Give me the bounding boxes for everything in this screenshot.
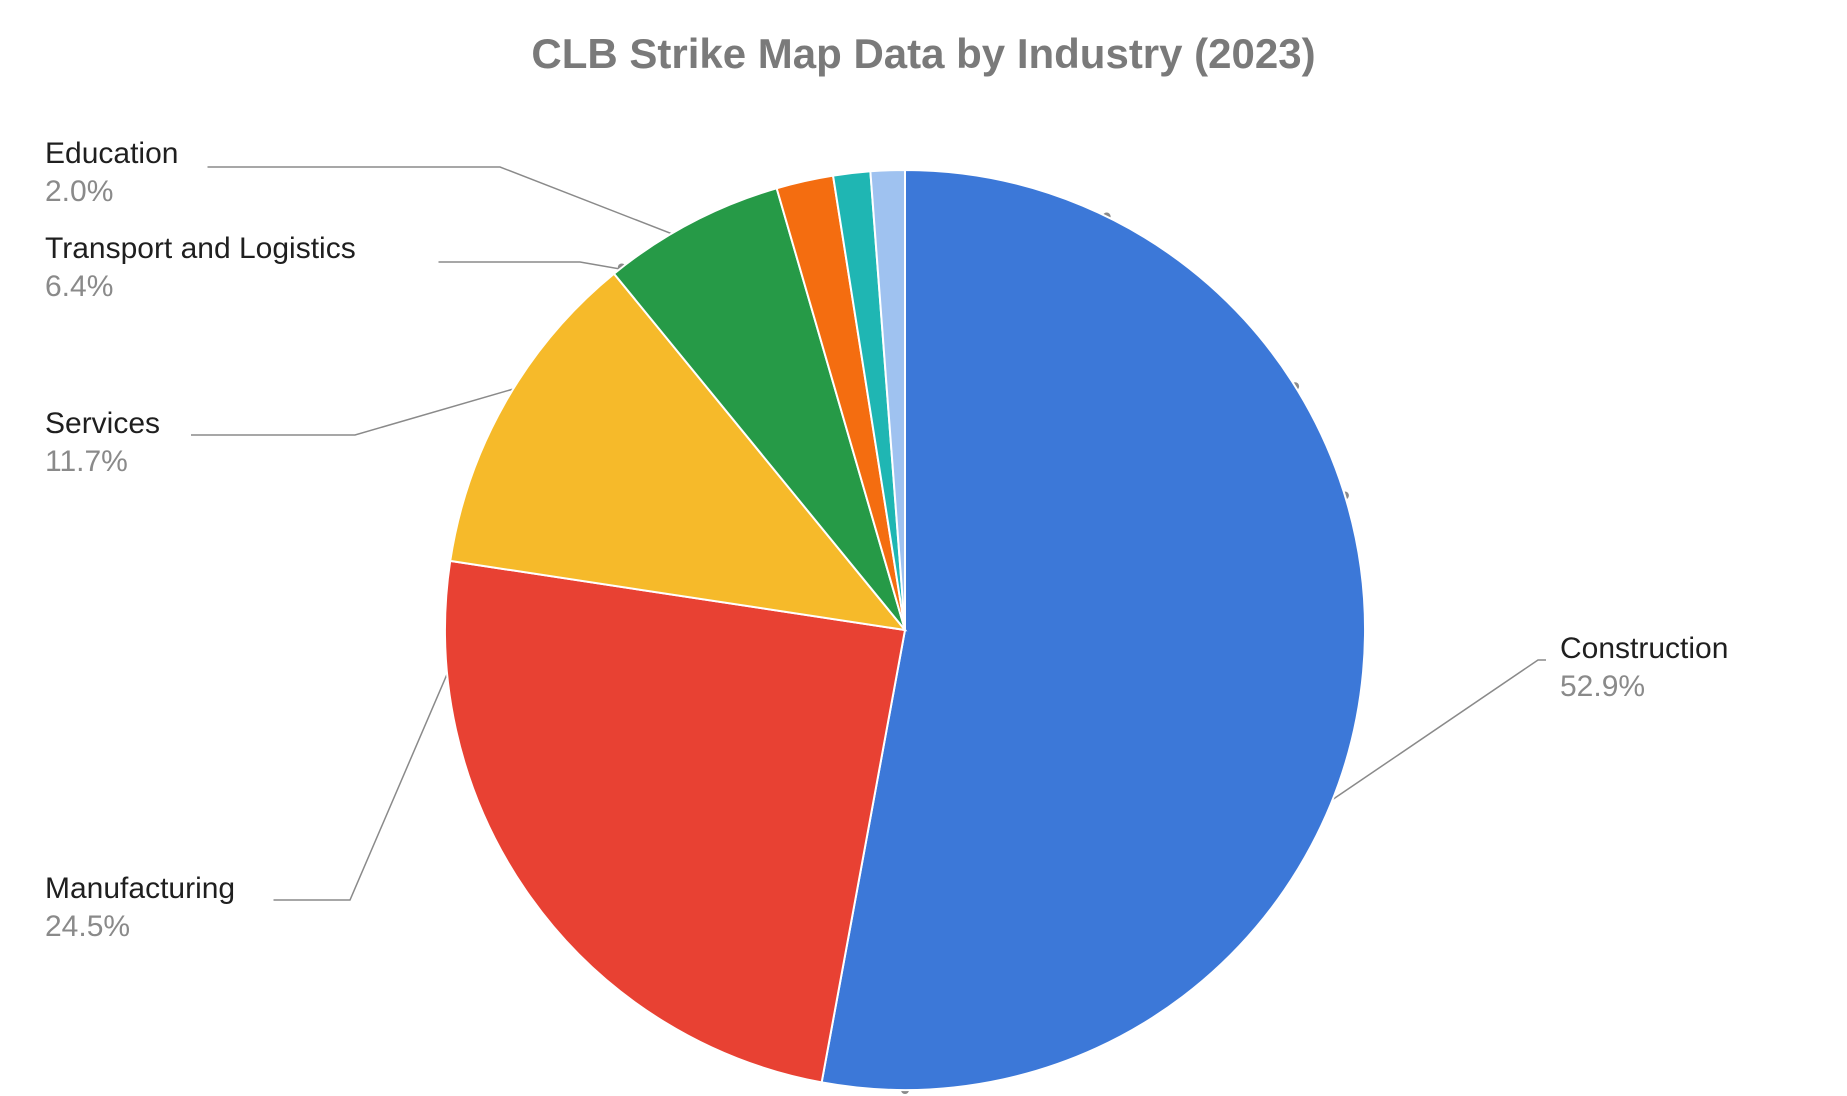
slice-label: Services11.7% xyxy=(45,405,160,480)
slice-label-name: Education xyxy=(45,135,178,173)
slice-label: Construction52.9% xyxy=(1560,630,1728,705)
pie-slice xyxy=(445,561,905,1082)
pie-slices-group xyxy=(445,170,1365,1090)
slice-label-percent: 2.0% xyxy=(45,173,178,211)
slice-label-percent: 24.5% xyxy=(45,908,235,946)
slice-label: Transport and Logistics6.4% xyxy=(45,230,356,305)
pie-chart-svg xyxy=(0,0,1847,1096)
slice-label-name: Services xyxy=(45,405,160,443)
slice-label-name: Manufacturing xyxy=(45,870,235,908)
pie-chart-container: CLB Strike Map Data by Industry (2023) C… xyxy=(0,0,1847,1096)
slice-label: Education2.0% xyxy=(45,135,178,210)
slice-label-name: Transport and Logistics xyxy=(45,230,356,268)
slice-label: Manufacturing24.5% xyxy=(45,870,235,945)
slice-label-percent: 6.4% xyxy=(45,268,356,306)
slice-label-name: Construction xyxy=(1560,630,1728,668)
slice-label-percent: 11.7% xyxy=(45,443,160,481)
slice-label-percent: 52.9% xyxy=(1560,668,1728,706)
